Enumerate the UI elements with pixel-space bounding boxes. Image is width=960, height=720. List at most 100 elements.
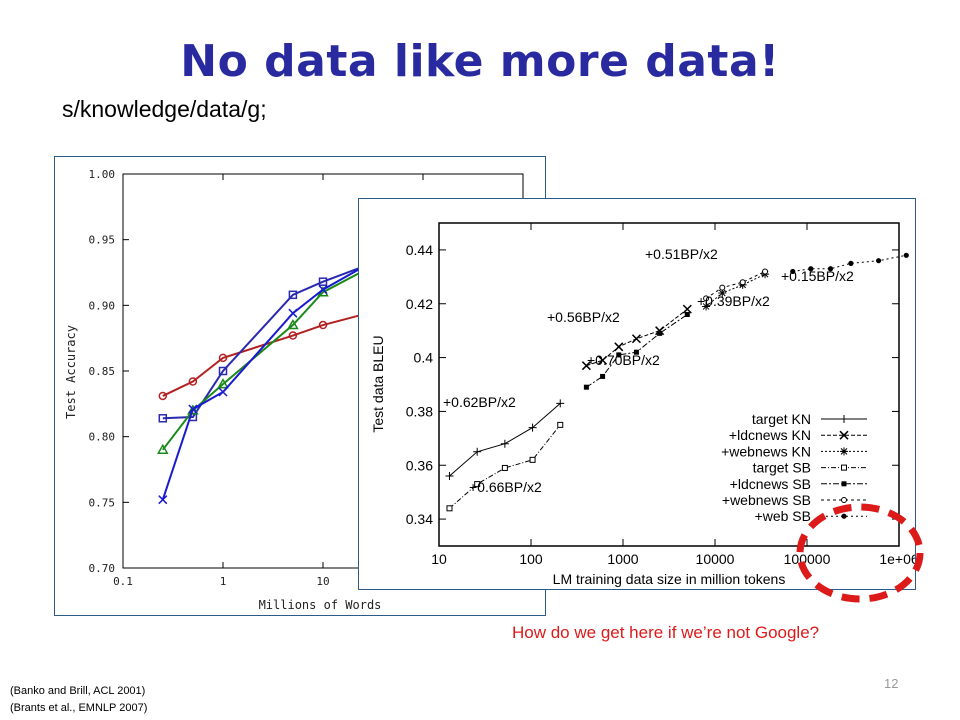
accuracy-ytick: 1.00: [89, 168, 116, 181]
bleu-xtick: 1000: [607, 551, 638, 567]
bleu-legend-label: +ldcnews SB: [730, 476, 811, 492]
bleu-point: [529, 456, 536, 463]
accuracy-point: [158, 391, 168, 401]
bleu-legend-marker: [841, 497, 847, 503]
accuracy-point: [288, 290, 298, 300]
bleu-ytick: 0.36: [406, 457, 433, 473]
bleu-chart-panel: 0.34 0.36 0.38 0.4 0.42 0.44 10 100 1000 10000 10…: [358, 198, 919, 590]
accuracy-ytick: 0.95: [89, 234, 116, 247]
accuracy-point: [218, 366, 228, 376]
bleu-point: [556, 399, 565, 408]
bleu-point: [631, 334, 641, 344]
bleu-ytick: 0.42: [406, 296, 433, 312]
bleu-xtick: 100: [519, 551, 543, 567]
page-number: 12: [884, 676, 899, 691]
bleu-point: [583, 384, 589, 390]
bleu-point: [682, 304, 692, 314]
bleu-point: [600, 373, 606, 379]
accuracy-point: [158, 495, 168, 505]
bleu-point: [598, 355, 608, 365]
bleu-ytick: 0.44: [406, 242, 433, 258]
bleu-point: [557, 421, 564, 428]
bleu-annotation: +0.15BP/x2: [781, 268, 854, 284]
bleu-point: [702, 302, 711, 311]
highlight-ellipse: [796, 503, 924, 603]
accuracy-point: [188, 377, 198, 386]
bleu-point: [739, 279, 746, 286]
bleu-point: [633, 349, 639, 355]
bleu-legend-label: +web SB: [755, 508, 811, 524]
bleu-legend-label: +webnews KN: [721, 443, 811, 459]
accuracy-point: [158, 414, 168, 423]
accuracy-xtick: 10: [316, 575, 329, 588]
bleu-annotation: +0.39BP/x2: [697, 293, 770, 309]
bleu-point: [719, 284, 726, 291]
accuracy-ytick: 0.85: [89, 365, 116, 378]
bleu-xtick: 100000: [784, 551, 831, 567]
bleu-point: [581, 361, 591, 371]
bleu-annotation: +0.56BP/x2: [547, 309, 620, 325]
bleu-point: [827, 266, 834, 272]
bleu-legend-marker: [839, 430, 849, 440]
bleu-point: [657, 330, 663, 336]
accuracy-ytick: 0.70: [89, 562, 116, 575]
citation-banko: (Banko and Brill, ACL 2001): [10, 685, 146, 697]
bleu-annotation: +0.66BP/x2: [469, 479, 542, 495]
accuracy-series-line: [161, 249, 394, 501]
bleu-point: [500, 439, 509, 448]
bleu-legend-label: target SB: [753, 460, 811, 476]
bleu-legend-marker: [840, 447, 848, 456]
accuracy-series-line: [161, 254, 394, 451]
accuracy-point: [187, 404, 199, 415]
accuracy-ytick: 0.75: [89, 496, 116, 509]
bleu-point: [528, 423, 537, 432]
bleu-ytick: 0.4: [414, 350, 434, 366]
accuracy-point: [287, 319, 299, 330]
bleu-point: [790, 268, 796, 275]
bleu-series-line: [586, 308, 688, 367]
accuracy-point: [157, 443, 169, 455]
bleu-legend-marker: [841, 513, 847, 519]
bleu-chart-xlabel: LM training data size in million tokens: [553, 571, 786, 587]
accuracy-xtick: 1: [220, 575, 227, 588]
bleu-xtick: 1e+06: [879, 551, 915, 567]
bleu-point: [718, 288, 727, 297]
bleu-legend-marker: [841, 481, 847, 487]
bleu-legend-label: target KN: [752, 411, 811, 427]
accuracy-point: [318, 320, 328, 330]
slide-title: No data like more data!: [180, 36, 780, 87]
accuracy-xtick: 0.1: [113, 575, 133, 588]
accuracy-point: [217, 378, 229, 389]
bleu-xtick: 10: [431, 551, 447, 567]
bleu-ytick: 0.34: [406, 511, 433, 527]
bleu-series-line: [705, 270, 766, 299]
bleu-point: [684, 312, 690, 318]
callout-text: How do we get here if we’re not Google?: [512, 623, 820, 642]
bleu-annotation: +0.70BP/x2: [587, 352, 660, 368]
bleu-ytick: 0.38: [406, 403, 433, 419]
bleu-point: [655, 326, 665, 336]
bleu-xtick: 10000: [696, 551, 735, 567]
accuracy-point: [188, 404, 198, 414]
accuracy-ytick: 0.80: [89, 431, 116, 444]
bleu-point: [848, 260, 854, 266]
accuracy-point: [288, 308, 298, 318]
accuracy-point: [318, 285, 328, 295]
bleu-chart-ylabel: Test data BLEU: [370, 335, 386, 432]
bleu-legend-marker: [840, 415, 848, 423]
bleu-point: [473, 447, 482, 456]
slide-subtitle: s/knowledge/data/g;: [62, 96, 267, 122]
bleu-point: [808, 266, 814, 272]
citation-brants: (Brants et al., EMNLP 2007): [10, 702, 148, 714]
accuracy-series-line: [162, 305, 394, 397]
bleu-point: [614, 342, 624, 352]
bleu-point: [703, 295, 710, 302]
bleu-series-line: [449, 424, 561, 509]
bleu-chart: 0.34 0.36 0.38 0.4 0.42 0.44 10 100 1000 10000 10…: [370, 222, 919, 587]
bleu-series-line: [586, 314, 688, 388]
accuracy-ytick: 0.90: [89, 299, 116, 312]
bleu-point: [875, 258, 882, 264]
accuracy-point: [218, 353, 228, 363]
bleu-point: [474, 481, 481, 488]
bleu-point: [445, 472, 454, 481]
